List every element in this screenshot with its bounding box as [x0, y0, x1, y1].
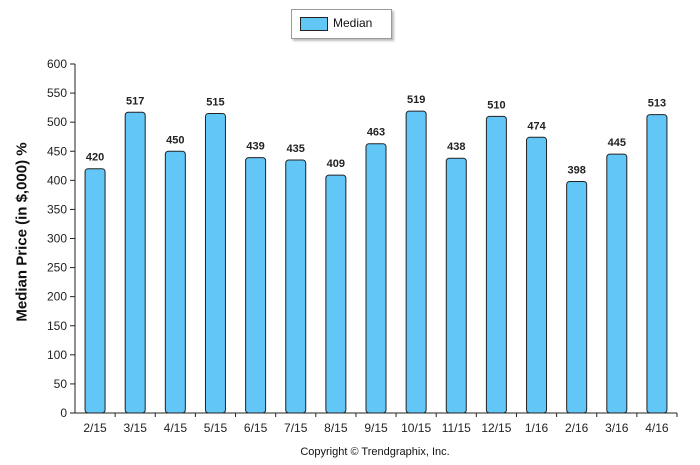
data-label: 435 [287, 143, 305, 155]
y-tick-label: 300 [47, 232, 67, 246]
y-tick-label: 50 [54, 377, 68, 391]
data-label: 463 [367, 127, 385, 139]
bar [445, 157, 467, 414]
y-tick-label: 450 [47, 144, 67, 158]
x-tick-label: 9/15 [364, 421, 388, 435]
x-tick-label: 3/16 [605, 421, 629, 435]
bar [164, 150, 186, 414]
bar [646, 114, 668, 414]
data-label: 445 [608, 137, 626, 149]
x-tick-label: 7/15 [284, 421, 308, 435]
data-label: 409 [327, 158, 345, 170]
x-tick-label: 10/15 [401, 421, 431, 435]
legend-label-median: Median [333, 16, 373, 30]
bar [365, 143, 387, 414]
x-tick-label: 5/15 [204, 421, 228, 435]
y-tick-label: 600 [47, 57, 67, 71]
data-label: 474 [527, 120, 546, 132]
y-tick-label: 550 [47, 86, 67, 100]
x-tick-label: 3/15 [124, 421, 148, 435]
data-label: 519 [407, 94, 425, 106]
data-label: 398 [567, 164, 585, 176]
legend-swatch-median [300, 17, 328, 31]
data-label: 438 [447, 141, 465, 153]
data-label: 439 [246, 141, 264, 153]
y-tick-label: 200 [47, 290, 67, 304]
bar [245, 157, 267, 414]
bar [526, 136, 548, 414]
x-tick-label: 4/15 [164, 421, 188, 435]
x-tick-label: 4/16 [645, 421, 669, 435]
data-label: 513 [648, 98, 666, 110]
y-tick-label: 400 [47, 173, 67, 187]
y-tick-label: 250 [47, 261, 67, 275]
y-tick-label: 0 [60, 406, 67, 420]
y-tick-label: 350 [47, 202, 67, 216]
x-tick-label: 6/15 [244, 421, 268, 435]
x-tick-label: 1/16 [525, 421, 549, 435]
bar [84, 168, 106, 414]
legend: Median [291, 9, 392, 39]
data-label: 515 [206, 96, 224, 108]
data-label: 517 [126, 95, 144, 107]
x-tick-label: 2/15 [83, 421, 107, 435]
data-label: 510 [487, 99, 505, 111]
bar [485, 115, 507, 414]
bar [606, 153, 628, 414]
x-tick-label: 12/15 [481, 421, 511, 435]
data-label: 420 [86, 152, 104, 164]
y-tick-label: 500 [47, 115, 67, 129]
bar [285, 159, 307, 414]
copyright-text: Copyright © Trendgraphix, Inc. [300, 446, 450, 458]
bar [204, 112, 226, 414]
x-tick-label: 2/16 [565, 421, 589, 435]
data-label: 450 [166, 134, 184, 146]
y-tick-label: 100 [47, 348, 67, 362]
bar [325, 174, 347, 414]
x-tick-label: 11/15 [442, 421, 471, 435]
bar [566, 180, 588, 414]
y-axis-label: Median Price (in $,000) % [13, 142, 31, 322]
bar [405, 110, 427, 414]
x-tick-label: 8/15 [324, 421, 348, 435]
bar [124, 111, 146, 414]
y-axis-label-wrap: Median Price (in $,000) % [10, 0, 34, 465]
y-tick-label: 150 [47, 319, 67, 333]
